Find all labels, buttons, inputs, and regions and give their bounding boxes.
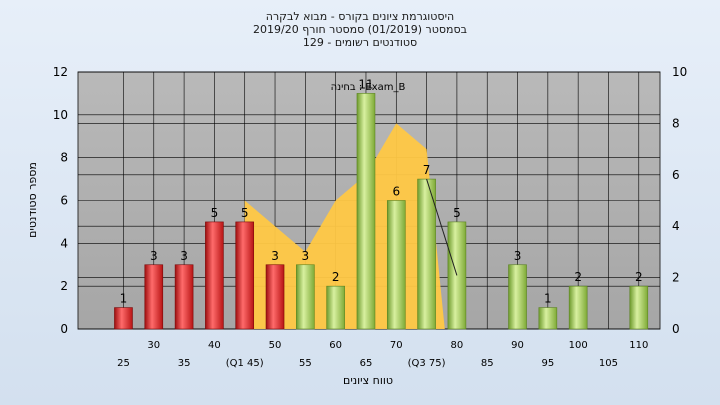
x-axis-tick-label: 90 <box>511 340 524 351</box>
bar-value-label: 5 <box>241 206 249 220</box>
x-axis-tick-label: (Q1 45) <box>226 358 264 369</box>
trend-line <box>426 178 458 276</box>
bar-value-label: 3 <box>271 249 279 263</box>
histogram-bar <box>114 307 133 330</box>
x-axis-tick-label: 85 <box>481 358 494 369</box>
x-axis-tick-label: 25 <box>117 358 130 369</box>
histogram-bar <box>568 285 588 330</box>
x-axis-tick-label: 95 <box>541 358 554 369</box>
chart-title: היסטוגרמת ציונים בקורס - מבוא לבקרה <box>265 10 455 23</box>
y-axis-tick-label: 8 <box>60 151 68 165</box>
x-axis-tick-label: 65 <box>360 358 373 369</box>
x-axis-tick-label: 60 <box>329 340 342 351</box>
y2-axis-tick-label: 6 <box>672 168 680 182</box>
bar-value-label: 5 <box>453 206 461 220</box>
x-axis-label: טווח ציונים <box>343 374 393 387</box>
bar-value-label: 1 <box>120 292 128 306</box>
x-axis-tick-label: 70 <box>390 340 403 351</box>
histogram-bar <box>144 264 164 330</box>
histogram-bar <box>174 264 194 330</box>
y2-axis-tick-label: 10 <box>672 65 687 79</box>
chart-subtitle-2: סטודנטים רשומים - 129 <box>302 36 418 49</box>
histogram-bar <box>296 264 315 330</box>
x-axis-tick-label: 35 <box>178 358 191 369</box>
histogram-bar <box>629 285 649 330</box>
y-axis-tick-label: 12 <box>53 65 68 79</box>
bar-value-label: 2 <box>574 270 582 284</box>
y-axis-tick-label: 2 <box>60 279 68 293</box>
bar-value-label: 2 <box>635 270 643 284</box>
bar-value-label: 3 <box>514 249 522 263</box>
y-axis-label: מספר סטודנטים <box>26 162 39 238</box>
bar-value-label: 7 <box>423 163 431 177</box>
bar-value-label: 5 <box>211 206 219 220</box>
histogram-bar <box>508 264 527 330</box>
histogram-bar <box>538 307 558 330</box>
bar-value-label: 3 <box>150 249 158 263</box>
y2-axis-tick-label: 4 <box>672 219 680 233</box>
bar-value-label: 3 <box>302 249 310 263</box>
x-axis-tick-label: (Q3 75) <box>408 358 446 369</box>
bar-value-label: 11 <box>358 77 373 91</box>
x-axis-tick-label: 30 <box>147 340 160 351</box>
bar-value-label: 6 <box>392 185 400 199</box>
bar-value-label: 3 <box>180 249 188 263</box>
y-axis-tick-label: 0 <box>60 322 68 336</box>
y-axis-tick-label: 10 <box>53 108 68 122</box>
y-axis-tick-label: 6 <box>60 194 68 208</box>
x-axis-tick-label: 110 <box>629 340 648 351</box>
histogram-bar <box>265 264 285 330</box>
bar-value-label: 2 <box>332 270 340 284</box>
histogram-bar <box>326 285 345 330</box>
histogram-bar <box>417 178 436 330</box>
histogram-bar <box>386 200 406 330</box>
chart-subtitle: בסמסטר (01/2019) סמסטר חורף 2019/20 <box>253 23 467 36</box>
y2-axis-tick-label: 2 <box>672 271 680 285</box>
histogram-bar <box>356 93 376 330</box>
bar-value-label: 1 <box>544 292 552 306</box>
y2-axis-tick-label: 0 <box>672 322 680 336</box>
x-axis-tick-label: 50 <box>269 340 282 351</box>
x-axis-tick-label: 40 <box>208 340 221 351</box>
histogram-bar <box>205 221 224 330</box>
histogram-bar <box>235 221 255 330</box>
exam-annotation: בחינה : Exam_B <box>331 82 406 93</box>
x-axis-tick-label: 105 <box>599 358 618 369</box>
x-axis-tick-label: 55 <box>299 358 312 369</box>
x-axis-tick-label: 80 <box>451 340 464 351</box>
y2-axis-tick-label: 8 <box>672 116 680 130</box>
y-axis-tick-label: 4 <box>60 236 68 250</box>
x-axis-tick-label: 100 <box>569 340 588 351</box>
